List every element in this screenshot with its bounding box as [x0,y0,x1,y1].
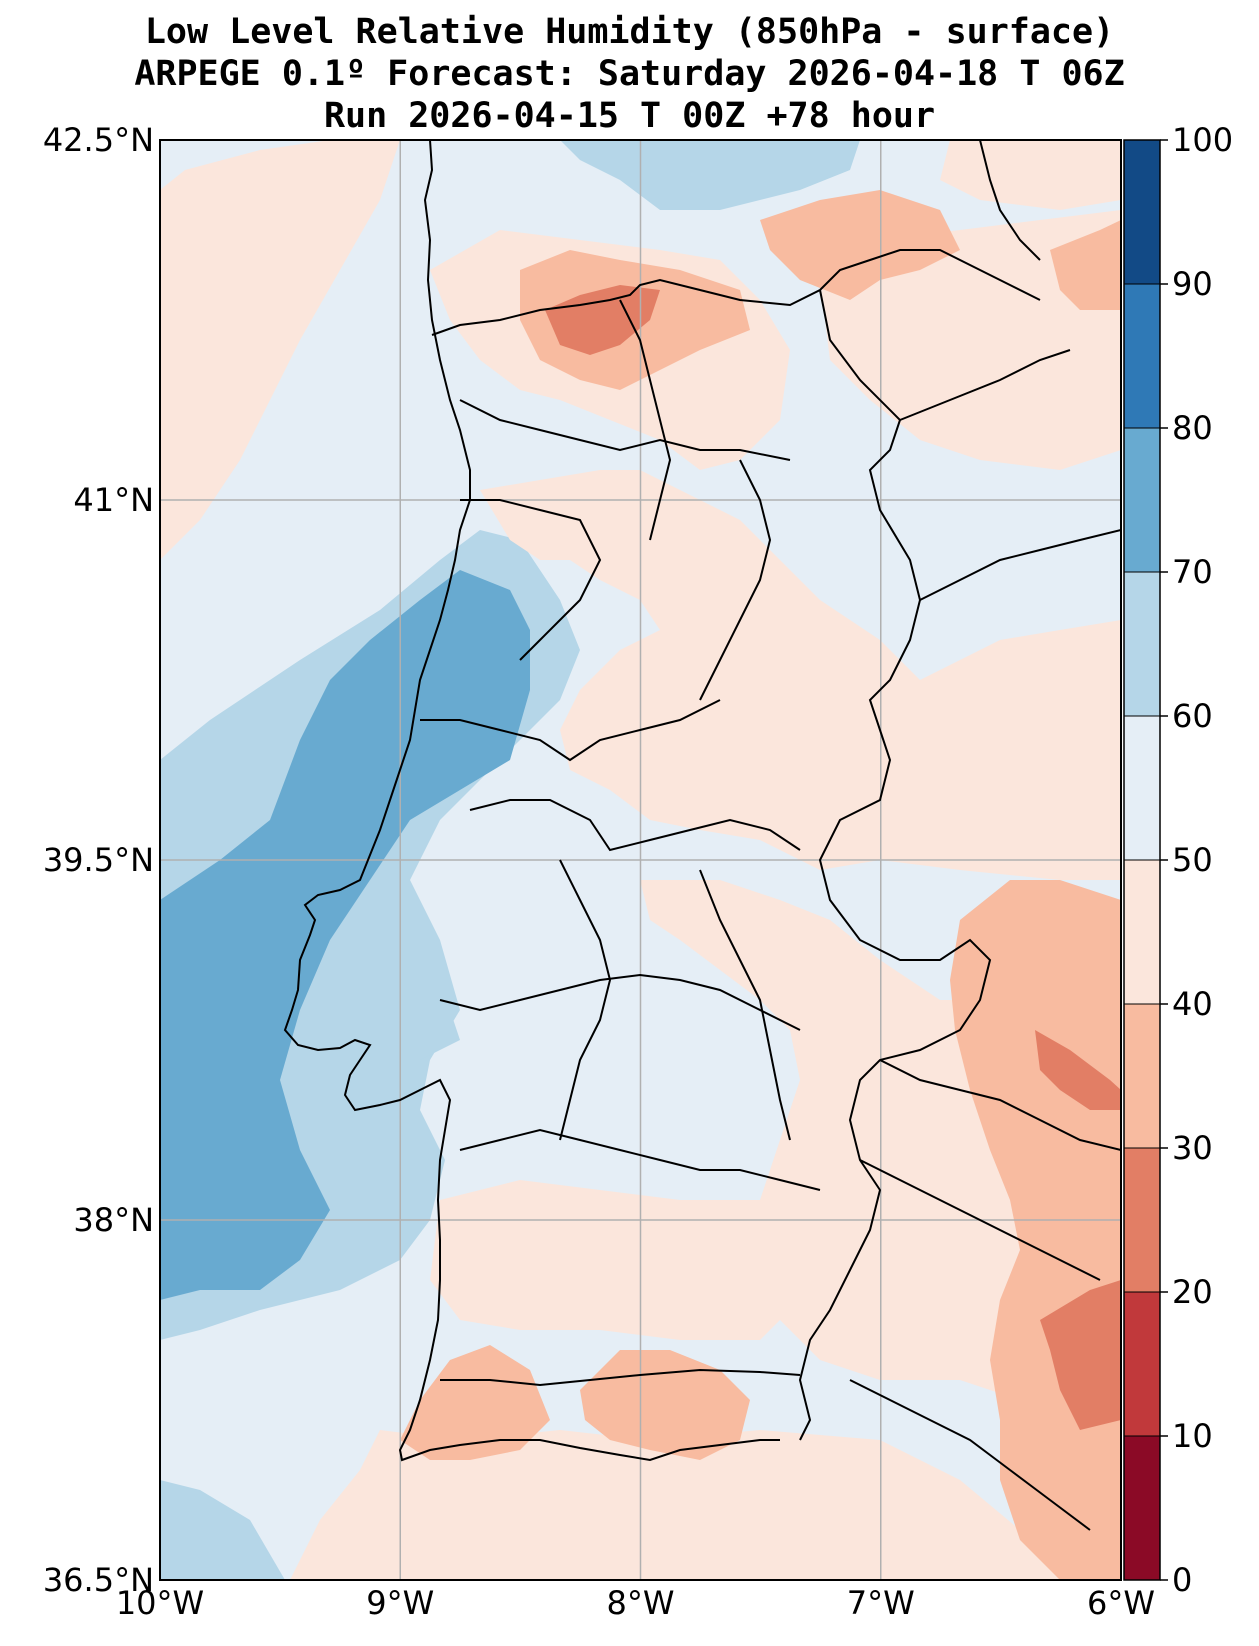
field-se-20-30 [1035,1030,1121,1110]
colorbar-swatch-90-100 [1124,140,1160,284]
border-minho [431,249,1041,336]
colorbar-label-40: 40 [1172,985,1213,1023]
lat-tick-label-2: 39.5°N [43,841,154,879]
district-line-7 [619,299,672,541]
district-line-6 [459,1128,821,1191]
field-south-interior-40-50 [430,1180,800,1340]
district-line-14 [879,1059,1121,1151]
district-line-9 [559,859,612,1141]
field-far-ne-30-40 [1050,220,1121,310]
borders [283,140,1121,1531]
field-south-offshore-40-50 [290,1430,1060,1580]
lat-ticks: 42.5°N 41°N 39.5°N 38°N 36.5°N [43,121,154,1599]
field-se-low-20-30 [1040,1280,1121,1430]
lon-tick-label-4: 6°W [1087,1584,1155,1622]
lat-tick-label-4: 36.5°N [43,1561,154,1599]
lon-tick-label-3: 7°W [847,1584,915,1622]
district-line-17 [979,140,1041,261]
district-line-4 [469,799,801,852]
field-sw-corner-60-70 [160,1480,285,1580]
title-line-2: ARPEGE 0.1º Forecast: Saturday 2026-04-1… [134,54,1125,94]
lat-tick-label-3: 38°N [73,1201,154,1239]
colorbar-swatch-50-60 [1124,716,1160,860]
district-line-15 [859,1159,1101,1281]
colorbar-swatch-0-10 [1124,1436,1160,1580]
field-algarve-west-30-40 [400,1345,550,1460]
district-line-13 [919,529,1121,601]
colorbar-label-90: 90 [1172,265,1213,303]
colorbar-label-30: 30 [1172,1129,1213,1167]
colorbar-label-50: 50 [1172,841,1213,879]
colorbar-swatch-40-50 [1124,860,1160,1004]
district-line-1 [459,399,791,461]
lon-tick-label-2: 8°W [607,1584,675,1622]
coastline [283,140,780,1462]
district-line-5 [439,973,801,1031]
district-line-3 [420,699,721,762]
colorbar-label-10: 10 [1172,1417,1213,1455]
colorbar-swatch-80-90 [1124,284,1160,428]
title-line-1: Low Level Relative Humidity (850hPa - su… [144,12,1115,52]
lon-tick-label-1: 9°W [366,1584,434,1622]
field-lisbon-60-70 [300,1010,460,1080]
lon-ticks: 10°W 9°W 8°W 7°W 6°W [116,1584,1155,1622]
colorbar: 0 10 20 30 40 50 60 70 80 90 100 [1123,121,1233,1599]
district-line-8 [699,459,772,701]
district-line-11 [440,1368,801,1387]
district-line-10 [699,869,791,1141]
field-north-20-30 [545,285,660,355]
map-frame [159,139,1122,1581]
district-line-12 [899,349,1071,421]
colorbar-swatch-10-20 [1124,1292,1160,1436]
colorbar-label-70: 70 [1172,553,1213,591]
colorbar-label-60: 60 [1172,697,1213,735]
lat-tick-label-1: 41°N [73,481,154,519]
colorbar-label-80: 80 [1172,409,1213,447]
field-offshore-40-50 [160,140,400,560]
field-coastal-70-80 [160,570,530,1300]
border-east [798,289,992,1441]
field-north-60-70 [560,140,860,210]
field-ne-30-40 [760,190,960,300]
title-line-3: Run 2026-04-15 T 00Z +78 hour [323,96,936,136]
district-line-16 [849,1379,1091,1531]
colorbar-swatch-70-80 [1124,428,1160,572]
colorbar-label-0: 0 [1172,1561,1192,1599]
map-panel [159,139,1122,1581]
district-line-2 [460,499,602,661]
lat-tick-label-0: 42.5°N [43,121,154,159]
colorbar-swatch-20-30 [1124,1148,1160,1292]
colorbar-label-20: 20 [1172,1273,1213,1311]
lon-tick-label-0: 10°W [116,1584,204,1622]
colorbar-swatch-30-40 [1124,1004,1160,1148]
colorbar-swatch-60-70 [1124,572,1160,716]
colorbar-label-100: 100 [1172,121,1233,159]
